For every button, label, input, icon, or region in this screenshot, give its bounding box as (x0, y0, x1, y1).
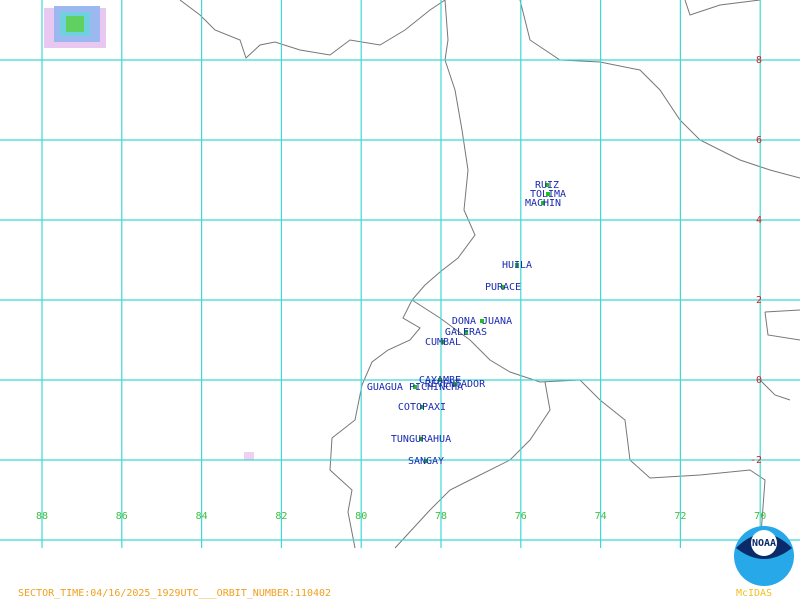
lat-label: 6 (756, 135, 762, 146)
coastlines (179, 0, 800, 549)
volcano-marker (541, 201, 545, 205)
volcano-marker (419, 437, 423, 441)
volcano-name: RUIZ (535, 180, 559, 191)
volcano-marker (424, 459, 428, 463)
lat-label: 4 (756, 215, 762, 226)
volcano-name: REVENTADOR (425, 379, 486, 390)
software-label: McIDAS (736, 588, 772, 599)
volcano-name: CAYAMBE (419, 375, 461, 386)
volcano-marker (501, 285, 505, 289)
lon-label: 86 (116, 511, 128, 522)
volcano-name: MACHIN (525, 198, 561, 209)
cloud-patch (44, 6, 254, 460)
lon-label: 70 (754, 511, 766, 522)
volcano-name: COTOPAXI (398, 402, 446, 413)
volcano-marker (438, 378, 442, 382)
lon-label: 80 (355, 511, 367, 522)
volcano-name: GUAGUA PICHINCHA (367, 382, 463, 393)
volcano-name: CUMBAL (425, 337, 461, 348)
volcano-name: TOLIMA (530, 189, 566, 200)
volcano-marker (515, 263, 519, 267)
logo-text: NOAA (752, 538, 776, 549)
lon-label: 82 (275, 511, 287, 522)
lon-label: 84 (196, 511, 208, 522)
lon-label: 74 (595, 511, 607, 522)
volcano-marker (420, 405, 424, 409)
volcano-name: TUNGURAHUA (391, 434, 451, 445)
sector-footer: SECTOR_TIME:04/16/2025_1929UTC___ORBIT_N… (18, 588, 331, 599)
volcano-marker (545, 183, 549, 187)
volcano-marker (413, 385, 417, 389)
lat-label: 2 (756, 295, 762, 306)
lon-label: 76 (515, 511, 527, 522)
lat-label: 8 (756, 55, 762, 66)
lon-label: 72 (674, 511, 686, 522)
lon-label: 88 (36, 511, 48, 522)
lon-label: 78 (435, 511, 447, 522)
volcano-marker (480, 319, 484, 323)
graticule (0, 0, 800, 548)
volcano-name: PURACE (485, 282, 521, 293)
volcano-name: SANGAY (408, 456, 444, 467)
volcano-marker (546, 192, 550, 196)
volcano-marker (464, 330, 468, 334)
lat-label: -2 (750, 455, 762, 466)
volcano-marker (453, 382, 457, 386)
volcano-name: HUILA (502, 260, 532, 271)
lat-label: 0 (756, 375, 762, 386)
volcano-name: GALERAS (445, 327, 487, 338)
noaa-logo: NOAA (734, 526, 794, 586)
volcano-name: DONA JUANA (452, 316, 512, 327)
volcano-marker (441, 340, 445, 344)
